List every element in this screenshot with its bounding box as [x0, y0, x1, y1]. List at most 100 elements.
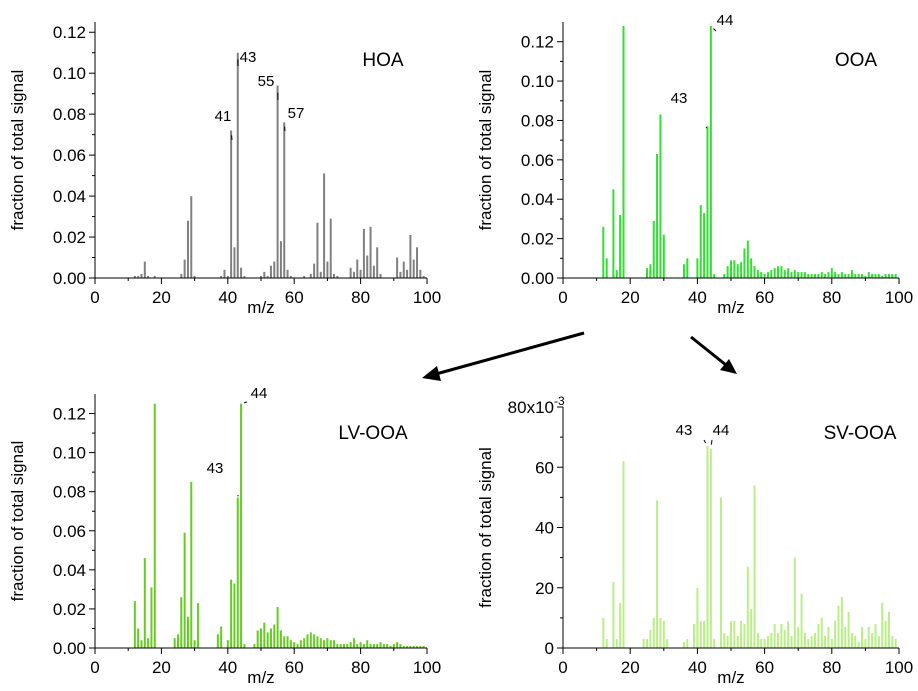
x-tick-label: 60 [755, 658, 774, 677]
y-tick-label: 0.12 [53, 405, 86, 424]
peak-label: 44 [717, 12, 734, 29]
peak-label: 57 [288, 105, 305, 122]
x-tick-label: 40 [218, 658, 237, 677]
y-tick-label: 0.00 [521, 269, 554, 288]
y-tick-label: 0.06 [521, 151, 554, 170]
y-tick-label: 80x10 [508, 398, 554, 417]
x-tick-label: 80 [351, 658, 370, 677]
x-axis-label: m/z [717, 298, 744, 317]
x-tick-label: 40 [688, 658, 707, 677]
arrow-to-lv-ooa-head [422, 366, 441, 381]
peak-label: 55 [258, 73, 275, 90]
x-tick-label: 80 [822, 658, 841, 677]
y-tick-label: 0.10 [53, 444, 86, 463]
x-tick-label: 60 [285, 288, 304, 307]
peak-annotation-43: 43 [676, 422, 706, 443]
spectrum-panel-sv-ooa: 0 20 40 60 80x10-3 0 20 40 60 80 100 m/z fraction of… [476, 394, 913, 686]
y-tick-label: 0.08 [521, 111, 554, 130]
peak-label: 43 [240, 49, 257, 66]
x-tick-label: 100 [885, 658, 913, 677]
x-tick-label: 60 [755, 288, 774, 307]
x-tick-label: 100 [885, 288, 913, 307]
y-tick-label: 0.04 [53, 187, 86, 206]
x-tick-label: 60 [285, 658, 304, 677]
factor-label: OOA [835, 50, 878, 71]
y-tick-label: 0.06 [53, 146, 86, 165]
peak-annotation-41: 41 [215, 108, 232, 140]
factor-split-arrows [422, 333, 737, 381]
y-tick-label: 0.08 [53, 105, 86, 124]
arrow-to-sv-ooa [691, 337, 726, 365]
peak-annotation-43: 43 [207, 460, 238, 496]
x-tick-label: 0 [558, 658, 567, 677]
x-tick-label: 20 [152, 658, 171, 677]
y-tick-label: 40 [535, 519, 554, 538]
factor-label: HOA [362, 50, 404, 71]
peak-leader-line [706, 127, 707, 128]
factor-label: SV-OOA [824, 423, 897, 444]
peak-label: 41 [215, 108, 232, 125]
peak-annotation-44: 44 [244, 385, 267, 403]
y-tick-label: 0.02 [521, 230, 554, 249]
x-tick-label: 0 [90, 288, 99, 307]
peak-annotation-43: 43 [238, 49, 256, 66]
peak-annotation-44: 44 [711, 422, 729, 445]
spectrum-panel-ooa: 0.00 0.02 0.04 0.06 0.08 0.10 0.12 0 20 40 60 80 100… [476, 12, 913, 317]
y-tick-label: 0.08 [53, 483, 86, 502]
factor-label: LV-OOA [338, 423, 408, 444]
peak-annotation-44: 44 [713, 12, 733, 31]
spectrum-panel-lv-ooa: 0.00 0.02 0.04 0.06 0.08 0.10 0.12 0 20 40 60 80 100… [8, 385, 441, 686]
y-tick-label: 0.06 [53, 522, 86, 541]
y-tick-label: 0.10 [53, 64, 86, 83]
y-tick-label: 0.04 [521, 190, 554, 209]
x-tick-label: 40 [218, 288, 237, 307]
x-tick-label: 0 [558, 288, 567, 307]
y-axis-label: fraction of total signal [476, 447, 495, 608]
peak-annotation-57: 57 [285, 105, 305, 131]
peak-leader-line [704, 440, 706, 443]
peak-label: 43 [676, 422, 693, 439]
peak-label: 43 [671, 90, 688, 107]
y-tick-label: 60 [535, 458, 554, 477]
x-tick-label: 20 [621, 658, 640, 677]
x-tick-label: 40 [688, 288, 707, 307]
y-tick-label: 0.04 [53, 561, 86, 580]
peak-label: 44 [713, 422, 730, 439]
peak-annotation-43: 43 [671, 90, 707, 128]
x-tick-label: 100 [413, 658, 441, 677]
x-tick-label: 0 [90, 658, 99, 677]
x-tick-label: 80 [822, 288, 841, 307]
y-tick-label: 0.02 [53, 228, 86, 247]
peak-leader-line [244, 402, 247, 403]
x-tick-label: 80 [351, 288, 370, 307]
x-axis-label: m/z [247, 298, 274, 317]
y-multiplier-exponent: -3 [554, 394, 565, 408]
y-tick-label: 0.12 [521, 33, 554, 52]
y-tick-label: 0 [545, 639, 554, 658]
bar-series [135, 53, 424, 278]
peak-leader-line [711, 440, 712, 445]
bar-series [603, 446, 895, 648]
y-axis-label: fraction of total signal [476, 70, 495, 231]
peak-leader-line [713, 28, 716, 31]
y-tick-label: 0.10 [521, 72, 554, 91]
peak-label: 44 [251, 385, 268, 402]
x-tick-label: 20 [152, 288, 171, 307]
y-tick-label: 0.12 [53, 23, 86, 42]
x-tick-label: 100 [413, 288, 441, 307]
y-tick-label: 20 [535, 579, 554, 598]
y-axis-label: fraction of total signal [8, 441, 27, 602]
arrow-to-lv-ooa [436, 333, 584, 374]
peak-label: 43 [207, 460, 224, 477]
y-tick-label: 0.00 [53, 269, 86, 288]
x-axis-label: m/z [717, 668, 744, 686]
spectrum-panel-hoa: 0.00 0.02 0.04 0.06 0.08 0.10 0.12 0 20 40 60 80 100… [8, 22, 441, 317]
y-tick-label: 0.02 [53, 600, 86, 619]
x-tick-label: 20 [621, 288, 640, 307]
x-axis-label: m/z [247, 668, 274, 686]
peak-annotation-55: 55 [258, 73, 278, 100]
y-axis-label: fraction of total signal [8, 70, 27, 231]
y-tick-label: 0.00 [53, 639, 86, 658]
